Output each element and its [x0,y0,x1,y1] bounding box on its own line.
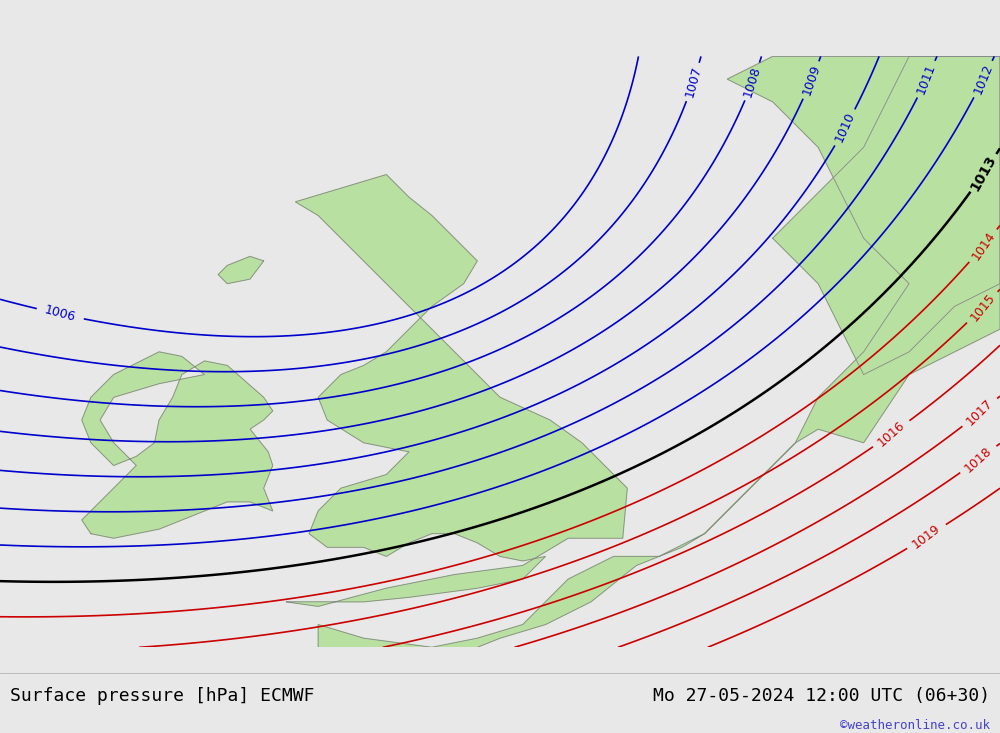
Text: 1006: 1006 [43,303,77,324]
Text: 1012: 1012 [971,62,995,96]
Polygon shape [318,556,659,670]
Polygon shape [286,174,627,606]
Text: 1011: 1011 [915,62,938,96]
Text: 1010: 1010 [833,111,858,144]
Text: 1017: 1017 [964,397,996,428]
Text: 1007: 1007 [683,65,704,99]
Text: 1014: 1014 [969,229,998,262]
Text: Surface pressure [hPa] ECMWF: Surface pressure [hPa] ECMWF [10,687,314,704]
Polygon shape [773,56,1000,375]
Text: ©weatheronline.co.uk: ©weatheronline.co.uk [840,719,990,732]
Text: Mo 27-05-2024 12:00 UTC (06+30): Mo 27-05-2024 12:00 UTC (06+30) [653,687,990,704]
Text: 1018: 1018 [962,444,995,475]
Polygon shape [82,352,273,538]
Text: 1013: 1013 [968,152,999,194]
Text: 1016: 1016 [875,419,908,449]
Text: 1019: 1019 [910,522,943,551]
Text: 1015: 1015 [967,291,998,324]
Polygon shape [659,56,1000,556]
Text: 1008: 1008 [742,65,763,99]
Polygon shape [218,257,264,284]
Text: 1009: 1009 [800,63,823,97]
